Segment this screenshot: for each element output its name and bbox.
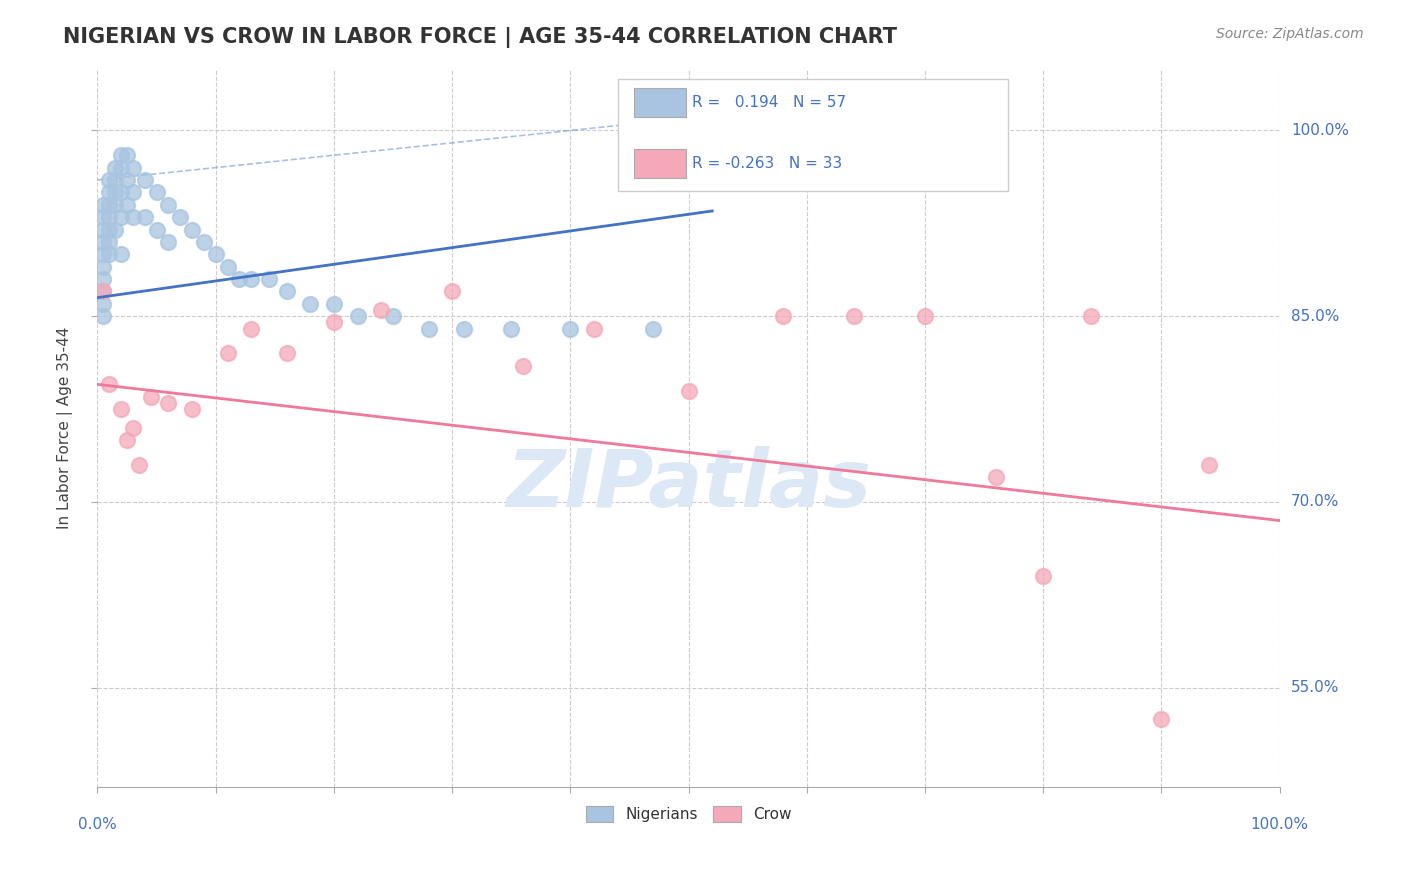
Point	[181, 402, 204, 417]
Point	[145, 186, 167, 200]
Point	[1080, 310, 1102, 324]
Point	[93, 272, 115, 286]
FancyBboxPatch shape	[634, 88, 686, 118]
Point	[98, 210, 121, 224]
Point	[441, 285, 464, 299]
Point	[93, 198, 115, 212]
Point	[98, 247, 121, 261]
Point	[98, 222, 121, 236]
Point	[128, 458, 150, 472]
Point	[139, 390, 162, 404]
Point	[104, 198, 127, 212]
Point	[228, 272, 250, 286]
Point	[110, 161, 132, 175]
Point	[299, 297, 322, 311]
Point	[93, 310, 115, 324]
Point	[217, 260, 239, 274]
Point	[678, 384, 700, 398]
Point	[93, 297, 115, 311]
Point	[418, 321, 440, 335]
Point	[98, 377, 121, 392]
Y-axis label: In Labor Force | Age 35-44: In Labor Force | Age 35-44	[58, 326, 73, 529]
Text: 0.0%: 0.0%	[79, 817, 117, 832]
Point	[276, 285, 298, 299]
Point	[560, 321, 582, 335]
Point	[104, 161, 127, 175]
Point	[110, 186, 132, 200]
Point	[122, 161, 145, 175]
Point	[276, 346, 298, 360]
Point	[145, 222, 167, 236]
Point	[914, 310, 936, 324]
Text: 85.0%: 85.0%	[1291, 309, 1339, 324]
Point	[93, 285, 115, 299]
Point	[98, 198, 121, 212]
Point	[98, 235, 121, 249]
Point	[98, 186, 121, 200]
Point	[772, 310, 794, 324]
Point	[193, 235, 215, 249]
Legend: Nigerians, Crow: Nigerians, Crow	[578, 798, 799, 830]
Point	[181, 222, 204, 236]
Point	[122, 420, 145, 434]
Text: R = -0.263   N = 33: R = -0.263 N = 33	[692, 156, 842, 171]
Point	[115, 433, 138, 447]
Point	[323, 297, 346, 311]
Point	[110, 148, 132, 162]
Point	[157, 235, 180, 249]
Point	[115, 148, 138, 162]
Point	[122, 186, 145, 200]
Text: 70.0%: 70.0%	[1291, 494, 1339, 509]
Text: 55.0%: 55.0%	[1291, 681, 1339, 695]
Point	[323, 315, 346, 329]
Point	[842, 310, 865, 324]
Text: 100.0%: 100.0%	[1251, 817, 1309, 832]
Point	[346, 310, 368, 324]
Point	[93, 235, 115, 249]
Point	[93, 210, 115, 224]
Point	[204, 247, 226, 261]
Point	[1198, 458, 1220, 472]
Point	[512, 359, 534, 373]
Point	[93, 222, 115, 236]
Point	[104, 222, 127, 236]
Text: R =   0.194   N = 57: R = 0.194 N = 57	[692, 95, 846, 110]
Point	[643, 321, 665, 335]
Point	[98, 173, 121, 187]
Point	[217, 346, 239, 360]
Point	[110, 210, 132, 224]
Point	[240, 272, 263, 286]
Text: NIGERIAN VS CROW IN LABOR FORCE | AGE 35-44 CORRELATION CHART: NIGERIAN VS CROW IN LABOR FORCE | AGE 35…	[63, 27, 897, 48]
Text: 100.0%: 100.0%	[1291, 123, 1348, 138]
Point	[157, 198, 180, 212]
Point	[157, 396, 180, 410]
FancyBboxPatch shape	[617, 79, 1008, 191]
Point	[382, 310, 405, 324]
Point	[134, 173, 156, 187]
Point	[110, 247, 132, 261]
Point	[1032, 569, 1054, 583]
Text: ZIPatlas: ZIPatlas	[506, 446, 872, 524]
Point	[115, 198, 138, 212]
Point	[104, 173, 127, 187]
Point	[169, 210, 191, 224]
Point	[134, 210, 156, 224]
Point	[257, 272, 280, 286]
Point	[984, 470, 1007, 484]
Point	[104, 186, 127, 200]
FancyBboxPatch shape	[634, 149, 686, 178]
Point	[93, 247, 115, 261]
Point	[501, 321, 523, 335]
Point	[1150, 712, 1173, 726]
Point	[240, 321, 263, 335]
Point	[93, 285, 115, 299]
Text: Source: ZipAtlas.com: Source: ZipAtlas.com	[1216, 27, 1364, 41]
Point	[122, 210, 145, 224]
Point	[370, 303, 392, 318]
Point	[453, 321, 475, 335]
Point	[110, 402, 132, 417]
Point	[93, 260, 115, 274]
Point	[582, 321, 605, 335]
Point	[115, 173, 138, 187]
